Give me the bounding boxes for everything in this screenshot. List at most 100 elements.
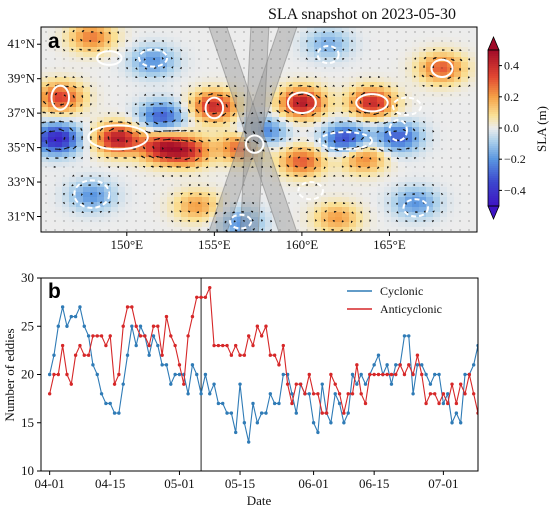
sla-cell <box>118 197 126 203</box>
sla-cell <box>426 52 434 58</box>
sla-cell <box>146 42 154 48</box>
sla-cell <box>349 192 357 198</box>
sla-cell <box>314 152 322 158</box>
sla-cell <box>440 127 448 133</box>
sla-cell <box>370 87 378 93</box>
series-point-cyclonic <box>169 382 172 385</box>
sla-cell <box>426 172 434 178</box>
sla-cell <box>167 52 175 58</box>
sla-cell <box>377 122 385 128</box>
velocity-dot <box>451 131 452 132</box>
series-point-cyclonic <box>147 354 150 357</box>
velocity-dot <box>379 185 380 186</box>
velocity-dot <box>100 68 101 69</box>
sla-cell <box>370 197 378 203</box>
sla-cell <box>104 92 112 98</box>
sla-cell <box>97 42 105 48</box>
sla-cell <box>447 82 455 88</box>
sla-cell <box>426 212 434 218</box>
velocity-dot <box>127 203 128 204</box>
velocity-dot <box>307 68 308 69</box>
sla-cell <box>475 212 483 218</box>
sla-cell <box>55 152 63 158</box>
sla-cell <box>370 212 378 218</box>
sla-cell <box>286 57 294 63</box>
sla-cell <box>48 217 56 223</box>
velocity-dot <box>253 86 254 87</box>
sla-cell <box>342 122 350 128</box>
sla-cell <box>195 82 203 88</box>
sla-cell <box>321 202 329 208</box>
sla-cell <box>209 67 217 73</box>
sla-cell <box>461 197 469 203</box>
sla-cell <box>160 132 168 138</box>
velocity-dot <box>226 50 227 51</box>
sla-cell <box>62 42 70 48</box>
sla-cell <box>412 27 420 33</box>
sla-cell <box>454 122 462 128</box>
velocity-dot <box>460 158 461 159</box>
sla-cell <box>286 142 294 148</box>
velocity-dot <box>244 59 245 60</box>
sla-cell <box>97 107 105 113</box>
velocity-dot <box>145 185 146 186</box>
sla-cell <box>118 192 126 198</box>
sla-cell <box>426 142 434 148</box>
sla-cell <box>153 157 161 163</box>
velocity-dot <box>289 41 290 42</box>
velocity-dot <box>442 158 443 159</box>
sla-cell <box>188 112 196 118</box>
sla-cell <box>90 152 98 158</box>
sla-cell <box>209 62 217 68</box>
sla-cell <box>300 187 308 193</box>
sla-cell <box>209 202 217 208</box>
velocity-dot <box>469 50 470 51</box>
sla-cell <box>174 82 182 88</box>
sla-cell <box>83 87 91 93</box>
sla-cell <box>475 127 483 133</box>
sla-cell <box>454 187 462 193</box>
sla-cell <box>160 192 168 198</box>
velocity-dot <box>361 68 362 69</box>
sla-cell <box>314 142 322 148</box>
sla-cell <box>160 82 168 88</box>
velocity-dot <box>415 167 416 168</box>
velocity-dot <box>271 41 272 42</box>
sla-cell <box>76 42 84 48</box>
sla-cell <box>160 27 168 33</box>
sla-cell <box>377 67 385 73</box>
sla-cell <box>314 112 322 118</box>
sla-cell <box>146 222 154 228</box>
sla-cell <box>335 107 343 113</box>
sla-cell <box>293 52 301 58</box>
velocity-dot <box>262 194 263 195</box>
velocity-dot <box>217 131 218 132</box>
sla-cell <box>293 217 301 223</box>
sla-cell <box>335 32 343 38</box>
sla-cell <box>160 97 168 103</box>
sla-cell <box>475 82 483 88</box>
sla-cell <box>146 82 154 88</box>
sla-cell <box>377 187 385 193</box>
sla-cell <box>461 127 469 133</box>
sla-cell <box>370 32 378 38</box>
line-x-tick-label: 05-15 <box>225 476 255 491</box>
sla-cell <box>377 42 385 48</box>
sla-cell <box>412 202 420 208</box>
sla-cell <box>181 177 189 183</box>
sla-cell <box>419 27 427 33</box>
sla-cell <box>377 202 385 208</box>
sla-cell <box>426 122 434 128</box>
series-point-anticyclonic <box>78 344 81 347</box>
sla-cell <box>41 67 49 73</box>
velocity-dot <box>343 185 344 186</box>
series-point-anticyclonic <box>411 373 414 376</box>
sla-cell <box>363 87 371 93</box>
sla-cell <box>342 52 350 58</box>
sla-cell <box>55 212 63 218</box>
sla-cell <box>384 37 392 43</box>
sla-cell <box>349 217 357 223</box>
series-point-anticyclonic <box>325 411 328 414</box>
velocity-dot <box>208 59 209 60</box>
sla-cell <box>426 77 434 83</box>
